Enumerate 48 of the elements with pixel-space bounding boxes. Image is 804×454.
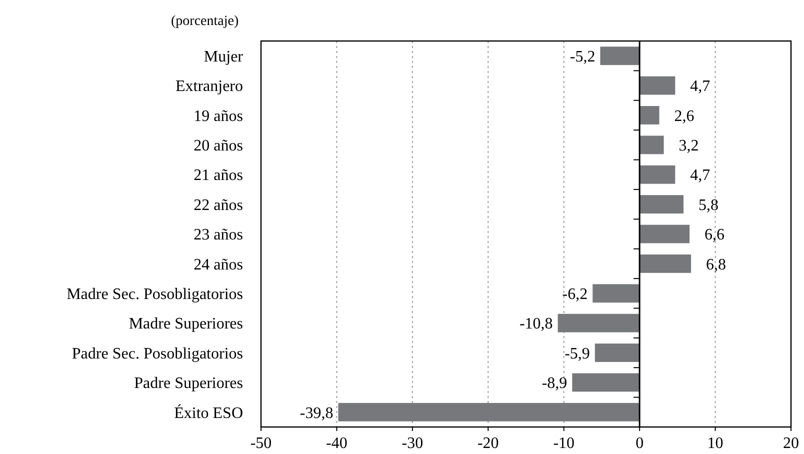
y-tick-label: Padre Sec. Posobligatorios xyxy=(72,345,243,362)
x-tick-label: -50 xyxy=(250,435,272,452)
y-tick-label: 20 años xyxy=(194,138,243,155)
bar xyxy=(572,373,640,392)
data-label: 5,8 xyxy=(698,196,718,214)
data-label: 6,8 xyxy=(706,256,726,274)
bar xyxy=(640,195,684,214)
bar xyxy=(640,165,676,184)
data-label: 3,2 xyxy=(678,138,699,155)
x-tick-label: -40 xyxy=(326,435,348,452)
y-tick-label: 19 años xyxy=(194,108,243,125)
y-tick-label: Madre Sec. Posobligatorios xyxy=(66,286,243,303)
data-label: 6,6 xyxy=(704,226,725,244)
bar xyxy=(640,254,692,273)
x-tick-label: 10 xyxy=(707,435,724,452)
data-label: -10,8 xyxy=(519,316,553,333)
data-label: -5,2 xyxy=(570,48,596,66)
y-tick-label: 24 años xyxy=(194,256,243,274)
chart-subtitle: (porcentaje) xyxy=(171,14,239,29)
data-label: -39,8 xyxy=(300,404,334,422)
y-tick-label: Madre Superiores xyxy=(128,316,243,333)
data-label: -8,9 xyxy=(542,375,568,392)
data-label: -5,9 xyxy=(564,345,590,362)
y-tick-label: 21 años xyxy=(194,167,243,184)
data-label: 2,6 xyxy=(674,108,694,125)
x-tick-label: -20 xyxy=(477,435,499,452)
bar xyxy=(640,224,690,244)
y-tick-label: Éxito ESO xyxy=(174,404,243,422)
y-tick-label: 22 años xyxy=(194,196,243,214)
y-tick-label: 23 años xyxy=(194,226,243,244)
x-tick-label: 0 xyxy=(636,435,644,452)
x-tick-label: -10 xyxy=(553,435,575,452)
bar xyxy=(592,284,640,303)
bar xyxy=(640,76,676,95)
bar xyxy=(640,136,664,154)
data-label: -6,2 xyxy=(562,286,588,303)
y-tick-label: Padre Superiores xyxy=(134,375,243,392)
bar xyxy=(640,106,660,124)
data-label: 4,7 xyxy=(690,167,710,184)
x-tick-label: 20 xyxy=(783,435,799,452)
bar xyxy=(594,344,640,362)
bar xyxy=(558,314,640,332)
y-tick-label: Mujer xyxy=(204,48,244,66)
y-tick-label: Extranjero xyxy=(175,78,243,96)
bar xyxy=(600,46,640,66)
bar xyxy=(338,402,640,422)
x-tick-label: -30 xyxy=(402,435,424,452)
data-label: 4,7 xyxy=(690,78,710,96)
